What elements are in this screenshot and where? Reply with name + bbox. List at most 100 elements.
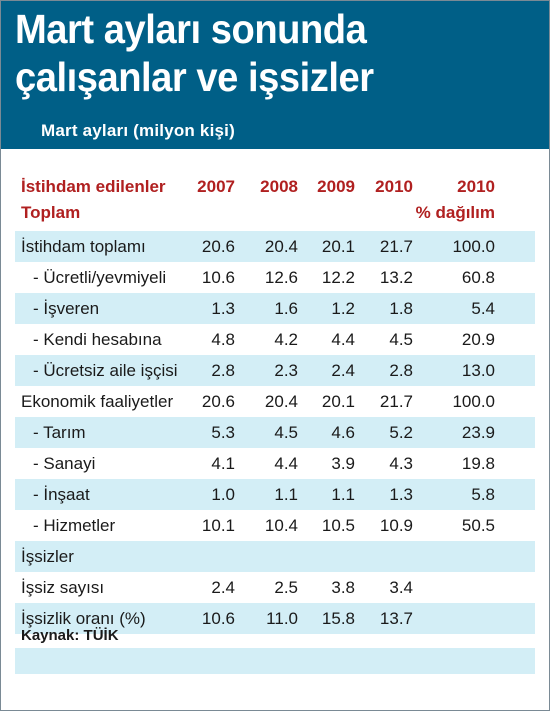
- row-label: İşsizlik oranı (%): [21, 609, 146, 628]
- row-value: 13.7: [379, 609, 413, 628]
- row-value: 20.6: [201, 237, 235, 256]
- table-row: - İşveren 1.3 1.6 1.2 1.8 5.4: [15, 293, 535, 324]
- row-value: 3.9: [331, 454, 355, 473]
- source-row: Kaynak: TÜİK: [15, 620, 535, 651]
- row-value: 13.2: [379, 268, 413, 287]
- row-value: 10.4: [264, 516, 298, 535]
- row-value: 4.3: [389, 454, 413, 473]
- row-value: 10.6: [201, 609, 235, 628]
- row-label: - Hizmetler: [33, 516, 116, 535]
- header-label-total: Toplam: [21, 203, 81, 222]
- table-row-empty: [15, 648, 535, 674]
- row-value: 2.8: [389, 361, 413, 380]
- title-banner: Mart ayları sonunda çalışanlar ve işsizl…: [1, 1, 549, 149]
- row-value: 50.5: [461, 516, 495, 535]
- row-value: 4.4: [331, 330, 355, 349]
- row-value: 10.1: [201, 516, 235, 535]
- row-value: 20.1: [321, 237, 355, 256]
- row-value: 20.4: [264, 237, 298, 256]
- header-year-2010: 2010: [375, 177, 413, 196]
- header-distribution-label: % dağılım: [415, 203, 495, 222]
- row-value: [435, 572, 495, 603]
- row-value: [363, 541, 413, 572]
- table-row: İşsizlik oranı (%) 10.6 11.0 15.8 13.7: [15, 603, 535, 634]
- row-value: 10.6: [201, 268, 235, 287]
- row-value: 60.8: [461, 268, 495, 287]
- row-value: 1.6: [274, 299, 298, 318]
- row-label: - Kendi hesabına: [33, 330, 162, 349]
- row-value: [248, 541, 298, 572]
- table-row: - Ücretli/yevmiyeli 10.6 12.6 12.2 13.2 60.8: [15, 262, 535, 293]
- row-label: - Ücretli/yevmiyeli: [33, 268, 167, 287]
- source-note: Kaynak: TÜİK: [21, 627, 119, 644]
- subtitle: Mart ayları (milyon kişi): [41, 121, 235, 140]
- row-value: 4.4: [274, 454, 298, 473]
- row-label: - İşveren: [33, 299, 100, 318]
- row-value: 12.6: [264, 268, 298, 287]
- row-label: - Tarım: [33, 423, 86, 442]
- row-value: 2.4: [211, 578, 235, 597]
- row-value: 5.2: [389, 423, 413, 442]
- table-row: İşsiz sayısı 2.4 2.5 3.8 3.4: [15, 572, 535, 603]
- row-value: 2.4: [331, 361, 355, 380]
- row-value: 4.8: [211, 330, 235, 349]
- table-row: İstihdam toplamı 20.6 20.4 20.1 21.7 100.0: [15, 231, 535, 262]
- row-label: Ekonomik faaliyetler: [21, 392, 174, 411]
- table-header-row: İstihdam edilenler 2007 2008 2009 2010 2…: [15, 171, 535, 202]
- row-value: 1.8: [389, 299, 413, 318]
- row-label: - Ücretsiz aile işçisi: [33, 361, 178, 380]
- title-line-1: Mart ayları sonunda: [15, 6, 367, 52]
- table-header-row-2: Toplam % dağılım: [15, 197, 535, 228]
- row-label: İşsiz sayısı: [21, 578, 105, 597]
- row-value: 21.7: [379, 237, 413, 256]
- row-value: 1.0: [211, 485, 235, 504]
- row-value: 20.9: [461, 330, 495, 349]
- row-value: 5.4: [471, 299, 495, 318]
- row-value: 1.1: [331, 485, 355, 504]
- table-row: İşsizler: [15, 541, 535, 572]
- row-value: 100.0: [452, 392, 495, 411]
- row-label: İşsizler: [21, 547, 74, 566]
- row-value: 12.2: [321, 268, 355, 287]
- title: Mart ayları sonunda çalışanlar ve işsizl…: [15, 5, 374, 101]
- row-value: 21.7: [379, 392, 413, 411]
- table-row: - Tarım 5.3 4.5 4.6 5.2 23.9: [15, 417, 535, 448]
- row-value: [185, 541, 235, 572]
- row-value: 4.5: [274, 423, 298, 442]
- row-value: 4.1: [211, 454, 235, 473]
- row-value: 10.9: [379, 516, 413, 535]
- row-value: 15.8: [321, 609, 355, 628]
- row-value: [435, 541, 495, 572]
- row-value: 1.3: [211, 299, 235, 318]
- row-value: 19.8: [461, 454, 495, 473]
- row-label: İstihdam toplamı: [21, 237, 146, 256]
- row-value: 3.4: [389, 578, 413, 597]
- table-row: Ekonomik faaliyetler 20.6 20.4 20.1 21.7 100.…: [15, 386, 535, 417]
- header-year-2008: 2008: [260, 177, 298, 196]
- row-value: 100.0: [452, 237, 495, 256]
- row-value: 20.1: [321, 392, 355, 411]
- row-label: - İnşaat: [33, 485, 90, 504]
- row-value: 13.0: [461, 361, 495, 380]
- row-value: 1.2: [331, 299, 355, 318]
- table-row: - Kendi hesabına 4.8 4.2 4.4 4.5 20.9: [15, 324, 535, 355]
- row-value: 4.6: [331, 423, 355, 442]
- row-value: 11.0: [266, 609, 298, 628]
- header-year-2007: 2007: [197, 177, 235, 196]
- data-table: İstihdam edilenler 2007 2008 2009 2010 2…: [15, 149, 549, 710]
- row-value: 10.5: [321, 516, 355, 535]
- table-row: - Hizmetler 10.1 10.4 10.5 10.9 50.5: [15, 510, 535, 541]
- row-value: 5.8: [471, 485, 495, 504]
- row-value: 4.5: [389, 330, 413, 349]
- table-row: - İnşaat 1.0 1.1 1.1 1.3 5.8: [15, 479, 535, 510]
- row-value: 2.8: [211, 361, 235, 380]
- row-value: 2.5: [274, 578, 298, 597]
- row-value: 5.3: [211, 423, 235, 442]
- header-year-2010-dist: 2010: [457, 177, 495, 196]
- table-row: - Sanayi 4.1 4.4 3.9 4.3 19.8: [15, 448, 535, 479]
- row-value: 1.3: [389, 485, 413, 504]
- row-value: [305, 541, 355, 572]
- row-value: 3.8: [331, 578, 355, 597]
- row-value: 23.9: [461, 423, 495, 442]
